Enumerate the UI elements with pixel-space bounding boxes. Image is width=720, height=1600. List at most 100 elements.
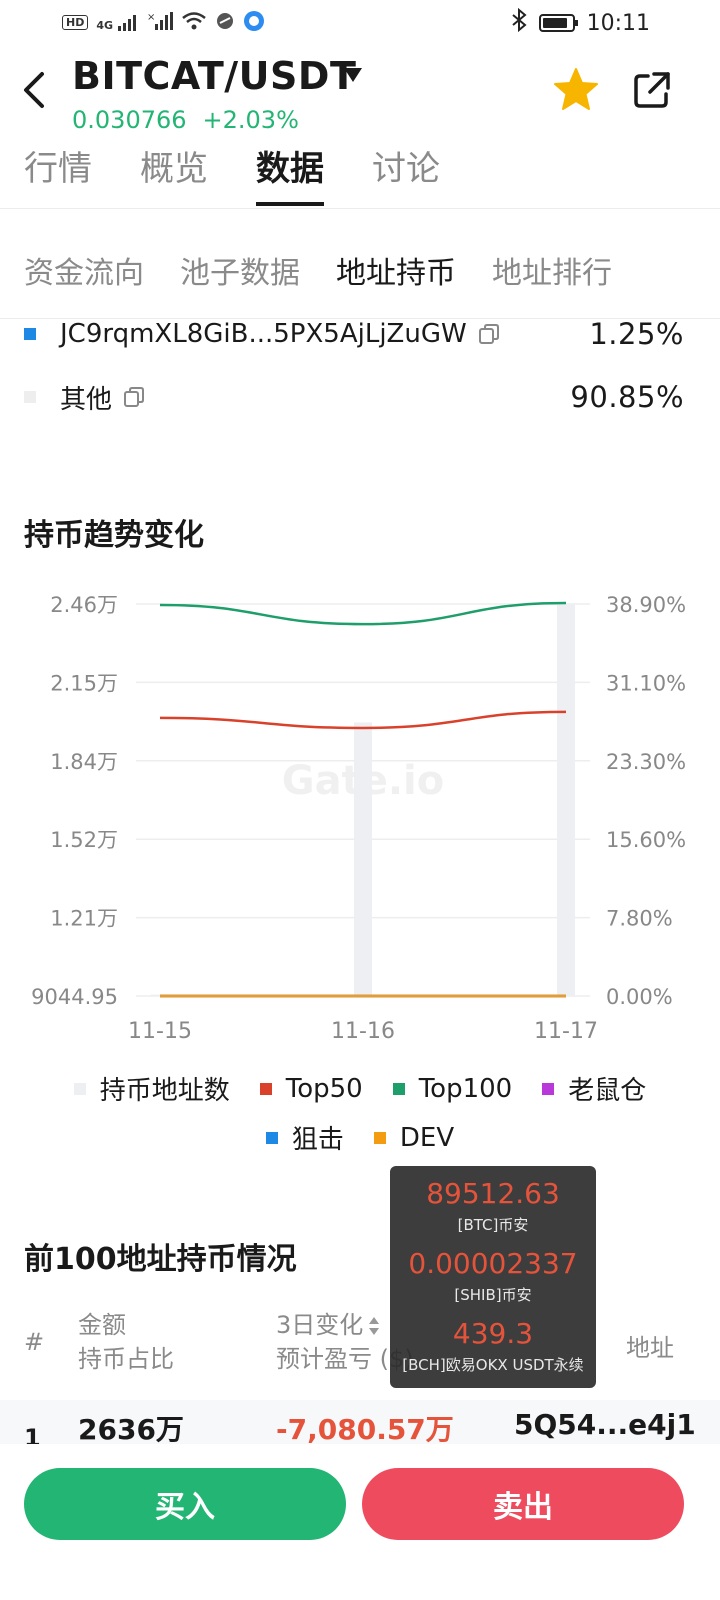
share-header-label: 持币占比 (78, 1345, 174, 1373)
ticker-price: 439.3 (452, 1317, 534, 1350)
status-right: 10:11 (511, 7, 650, 38)
col-rank-header: # (24, 1328, 45, 1356)
col-address-header: 地址 (626, 1334, 674, 1362)
copy-icon[interactable] (477, 322, 501, 346)
subtab-address-holdings[interactable]: 地址持币 (336, 256, 456, 291)
wifi-icon (181, 11, 207, 34)
legend-swatch (392, 1082, 405, 1095)
holder-address: 其他 (60, 384, 113, 415)
legend-swatch (542, 1082, 555, 1095)
ticker-price: 0.00002337 (408, 1247, 578, 1280)
legend-item[interactable]: Top50 (259, 1070, 363, 1107)
legend-item[interactable]: Top100 (392, 1070, 512, 1107)
legend-label: 老鼠仓 (568, 1076, 647, 1106)
legend-swatch (265, 1131, 278, 1144)
bar-holder-count (354, 722, 372, 996)
legend-label: 持币地址数 (99, 1076, 230, 1106)
tab-discussion[interactable]: 讨论 (372, 149, 440, 189)
pair-title[interactable]: BITCAT/USDT (72, 54, 357, 98)
y-left-tick-label: 1.84万 (50, 750, 118, 774)
main-tabs: 行情 概览 数据 讨论 (24, 140, 440, 210)
sell-button[interactable]: 卖出 (362, 1468, 684, 1540)
favorite-star-icon[interactable] (552, 66, 600, 114)
holding-trend-chart: 2.46万 38.90% 2.15万 31.10% 1.84万 23.30% 1.52万 15… (0, 580, 720, 1050)
tabs-divider (0, 208, 720, 209)
status-left-icons: HD 4G × (62, 10, 265, 35)
vpn-icon (215, 11, 235, 34)
y-right-tick-label: 23.30% (606, 750, 686, 774)
y-left-tick-label: 1.21万 (50, 907, 118, 931)
bar-holder-count (557, 604, 575, 996)
ticker-label: [SHIB]币安 (454, 1286, 532, 1304)
tab-overview[interactable]: 概览 (140, 149, 208, 189)
back-icon[interactable] (20, 70, 50, 110)
pair-dropdown-icon[interactable] (344, 68, 362, 82)
legend-item[interactable]: 老鼠仓 (542, 1070, 646, 1107)
subtab-fund-flow[interactable]: 资金流向 (24, 256, 144, 291)
pnl-header-label: 预计盈亏 (276, 1345, 372, 1373)
y-left-tick-label: 9044.95 (31, 985, 118, 1009)
subtabs-divider (0, 318, 720, 319)
copy-icon[interactable] (122, 385, 146, 409)
row-address[interactable]: 5Q54...e4j1 (514, 1408, 696, 1441)
legend-item[interactable]: 持币地址数 (73, 1070, 230, 1107)
signal-x-icon: × (147, 11, 173, 34)
svg-text:×: × (147, 12, 155, 23)
y-right-tick-label: 7.80% (606, 907, 673, 931)
sub-tabs: 资金流向 池子数据 地址持币 地址排行 (24, 248, 612, 292)
row-amount: 2636万 (78, 1413, 184, 1444)
legend-swatch (73, 1082, 86, 1095)
y-right-tick-label: 15.60% (606, 828, 686, 852)
legend-label: Top50 (285, 1073, 363, 1104)
last-price: 0.030766 (72, 106, 187, 134)
table-row[interactable]: 1 2636万 -7,080.57万 5Q54...e4j1 (0, 1400, 720, 1444)
holder-percentage: 90.85% (570, 380, 684, 414)
subtab-pool-data[interactable]: 池子数据 (180, 256, 300, 291)
share-icon[interactable] (630, 68, 674, 112)
x-tick-label: 11-15 (128, 1019, 192, 1044)
legend-swatch (259, 1082, 272, 1095)
ticker-label: [BTC]币安 (457, 1216, 529, 1234)
legend-item[interactable]: 狙击 (265, 1119, 344, 1156)
y-right-tick-label: 0.00% (606, 985, 673, 1009)
app-icon (243, 10, 265, 35)
amount-header-label: 金额 (78, 1311, 126, 1339)
series-line-top50 (159, 710, 567, 730)
ticker-label: [BCH]欧易OKX USDT永续 (402, 1356, 584, 1374)
chart-legend: 持币地址数 Top50 Top100 老鼠仓 狙击 DEV (0, 1070, 720, 1168)
legend-row: 狙击 DEV (0, 1119, 720, 1156)
holder-color-dot (24, 391, 36, 403)
holder-address: JC9rqmXL8GiB...5PX5AjLjZuGW (60, 319, 467, 349)
y-right-tick-label: 38.90% (606, 593, 686, 617)
y-left-tick-label: 2.15万 (50, 671, 118, 695)
tab-data[interactable]: 数据 (256, 140, 324, 206)
holder-row: JC9rqmXL8GiB...5PX5AjLjZuGW 1.25% (24, 314, 684, 354)
legend-item[interactable]: DEV (373, 1119, 454, 1156)
price-line: 0.030766 +2.03% (72, 106, 299, 134)
price-ticker-overlay[interactable]: 89512.63 [BTC]币安 0.00002337 [SHIB]币安 439… (390, 1166, 596, 1388)
status-bar: HD 4G × 10:11 (0, 0, 720, 48)
tab-market[interactable]: 行情 (24, 149, 92, 189)
subtab-address-ranking[interactable]: 地址排行 (492, 256, 612, 291)
trend-section-title: 持币趋势变化 (24, 518, 204, 553)
bluetooth-icon (511, 7, 527, 38)
price-change: +2.03% (202, 106, 299, 134)
row-change: -7,080.57万 (276, 1413, 454, 1444)
legend-label: 狙击 (291, 1125, 344, 1155)
row-rank: 1 (24, 1424, 41, 1444)
sort-icon[interactable] (367, 1315, 381, 1337)
buy-button[interactable]: 买入 (24, 1468, 346, 1540)
top100-title: 前100地址持币情况 (24, 1242, 297, 1277)
legend-row: 持币地址数 Top50 Top100 老鼠仓 (0, 1070, 720, 1107)
change-header-label: 3日变化 (276, 1311, 364, 1339)
legend-swatch (373, 1131, 386, 1144)
header: BITCAT/USDT 0.030766 +2.03% (0, 48, 720, 140)
hd-icon: HD (62, 15, 89, 30)
battery-icon (538, 14, 578, 32)
chart-svg: 2.46万 38.90% 2.15万 31.10% 1.84万 23.30% 1.52万 15… (31, 593, 686, 1044)
y-left-tick-label: 2.46万 (50, 593, 118, 617)
col-amount-header[interactable]: 金额 持币占比 (78, 1308, 174, 1376)
x-tick-label: 11-16 (331, 1019, 395, 1044)
table-header: # 金额 持币占比 3日变化 预计盈亏 ($) 地址 (0, 1306, 720, 1406)
signal-4g-icon: 4G (96, 14, 139, 32)
